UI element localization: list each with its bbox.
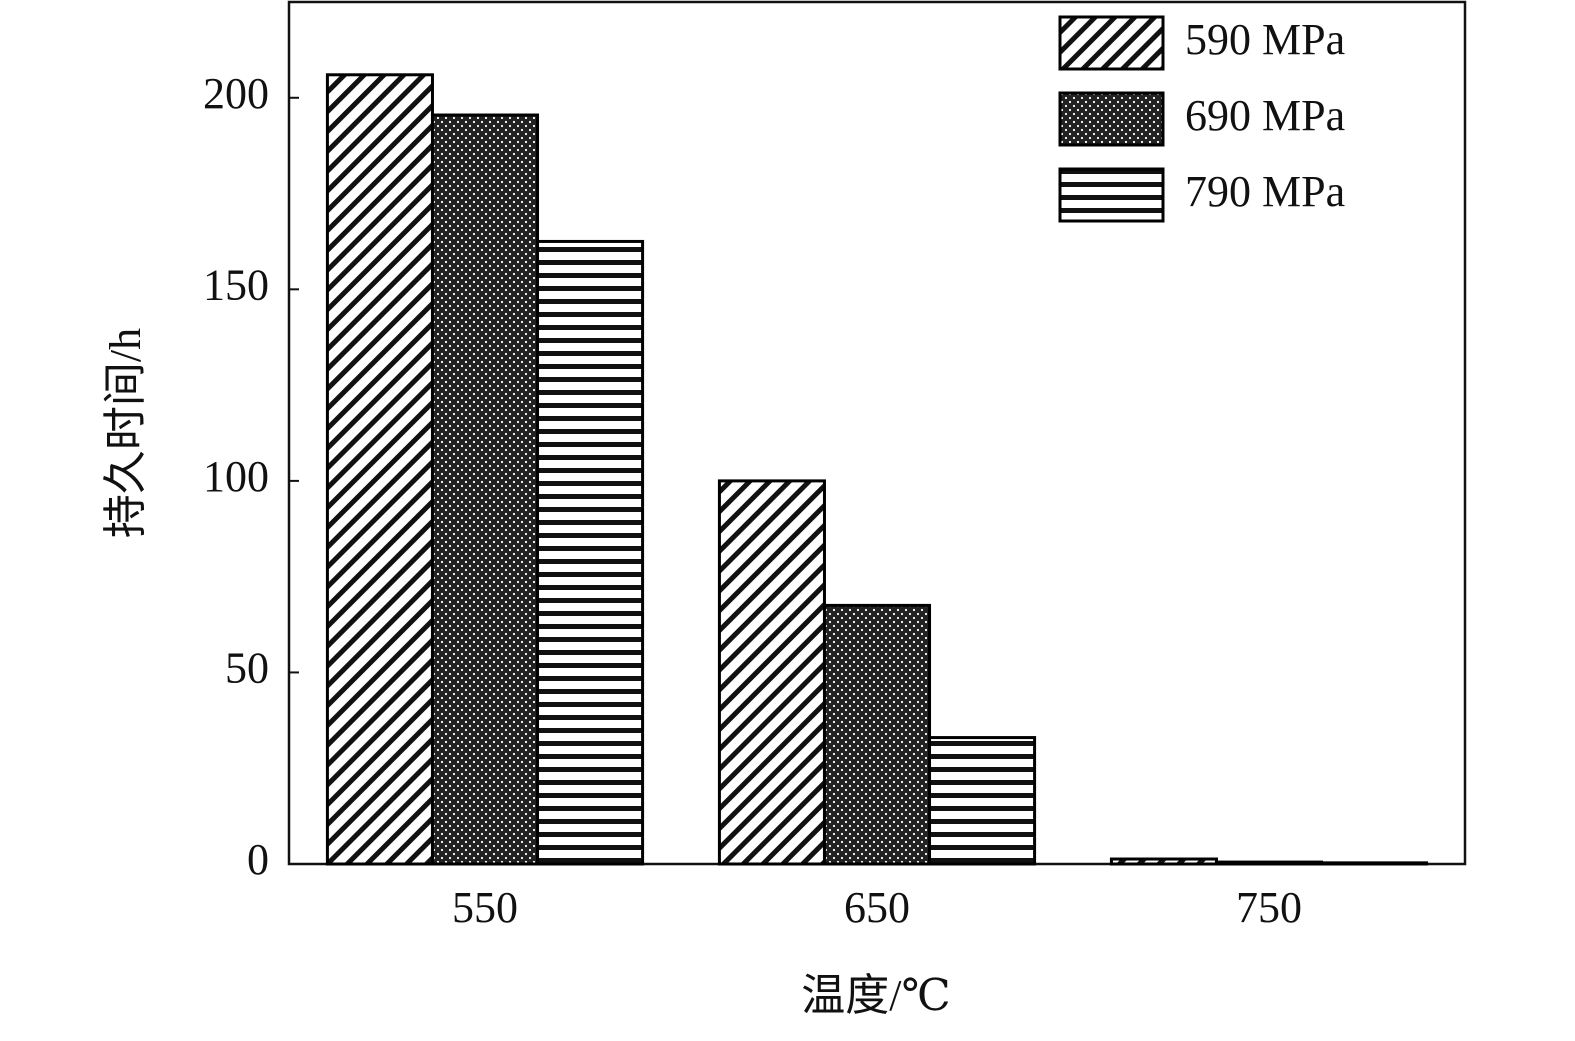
bar — [928, 736, 1037, 866]
bar — [1109, 857, 1218, 866]
x-tick-label: 750 — [1236, 883, 1302, 932]
legend-label: 590 MPa — [1185, 15, 1345, 64]
x-tick-label: 550 — [452, 883, 518, 932]
legend-swatch — [1058, 15, 1165, 71]
y-tick-label: 50 — [225, 644, 269, 693]
bar — [717, 479, 826, 866]
bar — [430, 113, 540, 866]
bar — [536, 239, 645, 866]
y-tick-label: 0 — [247, 835, 269, 884]
legend-swatch — [1058, 167, 1165, 223]
x-tick-label: 650 — [844, 883, 910, 932]
y-axis-label: 持久时间/h — [101, 328, 150, 538]
legend-label: 690 MPa — [1185, 91, 1345, 140]
bar — [325, 73, 434, 866]
bar — [1320, 861, 1429, 866]
bar — [1214, 860, 1324, 866]
y-tick-label: 150 — [203, 260, 269, 309]
y-tick-label: 200 — [203, 69, 269, 118]
x-axis-label: 温度/℃ — [801, 971, 950, 1020]
bar — [822, 603, 932, 866]
legend-label: 790 MPa — [1185, 167, 1345, 216]
y-tick-label: 100 — [203, 452, 269, 501]
legend-swatch — [1058, 91, 1165, 147]
